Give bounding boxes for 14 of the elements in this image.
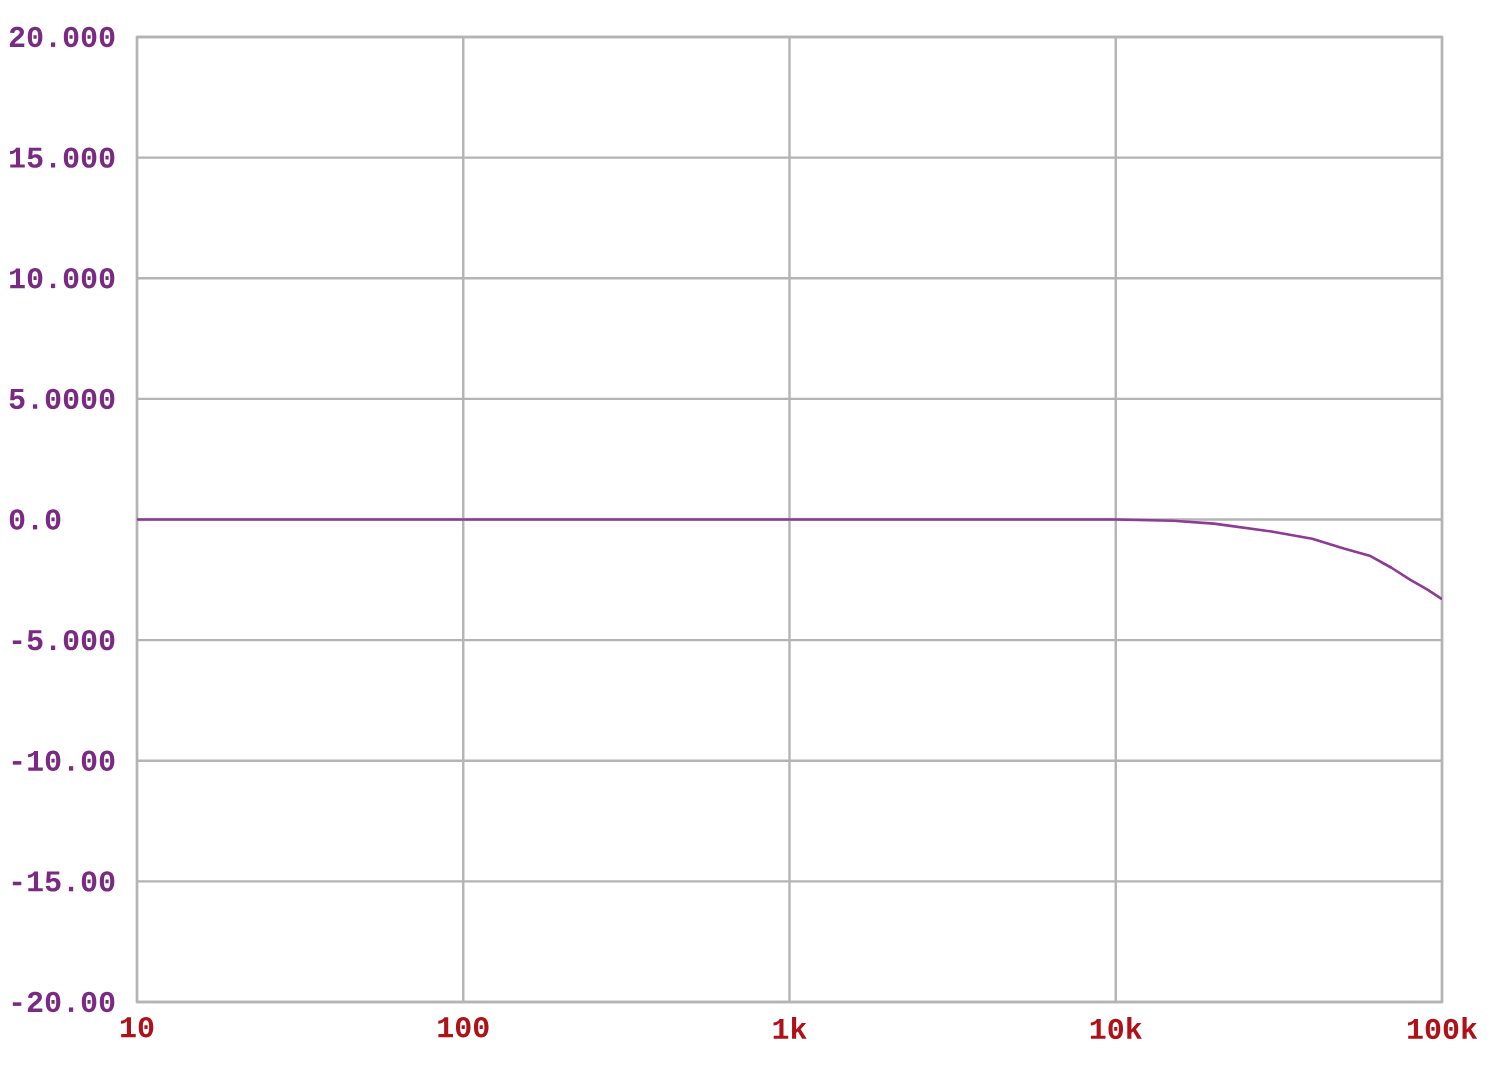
y-tick-label: 20.000: [9, 26, 115, 48]
x-tick-label: 10: [121, 1017, 154, 1038]
y-tick-label: -10.00: [12, 750, 115, 771]
x-tick-label: 100: [438, 1017, 489, 1038]
x-tick-label: 100k: [1408, 1017, 1478, 1040]
x-tick-label: 10k: [1090, 1017, 1142, 1040]
y-tick-label: 5.0000: [9, 388, 115, 410]
x-tick-label: 1k: [773, 1017, 807, 1039]
y-tick-label: -15.00: [12, 871, 115, 892]
y-tick-label: 15.000: [10, 147, 115, 168]
y-tick-label: 0.0: [9, 509, 61, 530]
y-tick-label: 10.000: [10, 268, 115, 289]
y-tick-label: -5.000: [12, 629, 115, 651]
y-tick-label: -20.00: [12, 991, 115, 1013]
